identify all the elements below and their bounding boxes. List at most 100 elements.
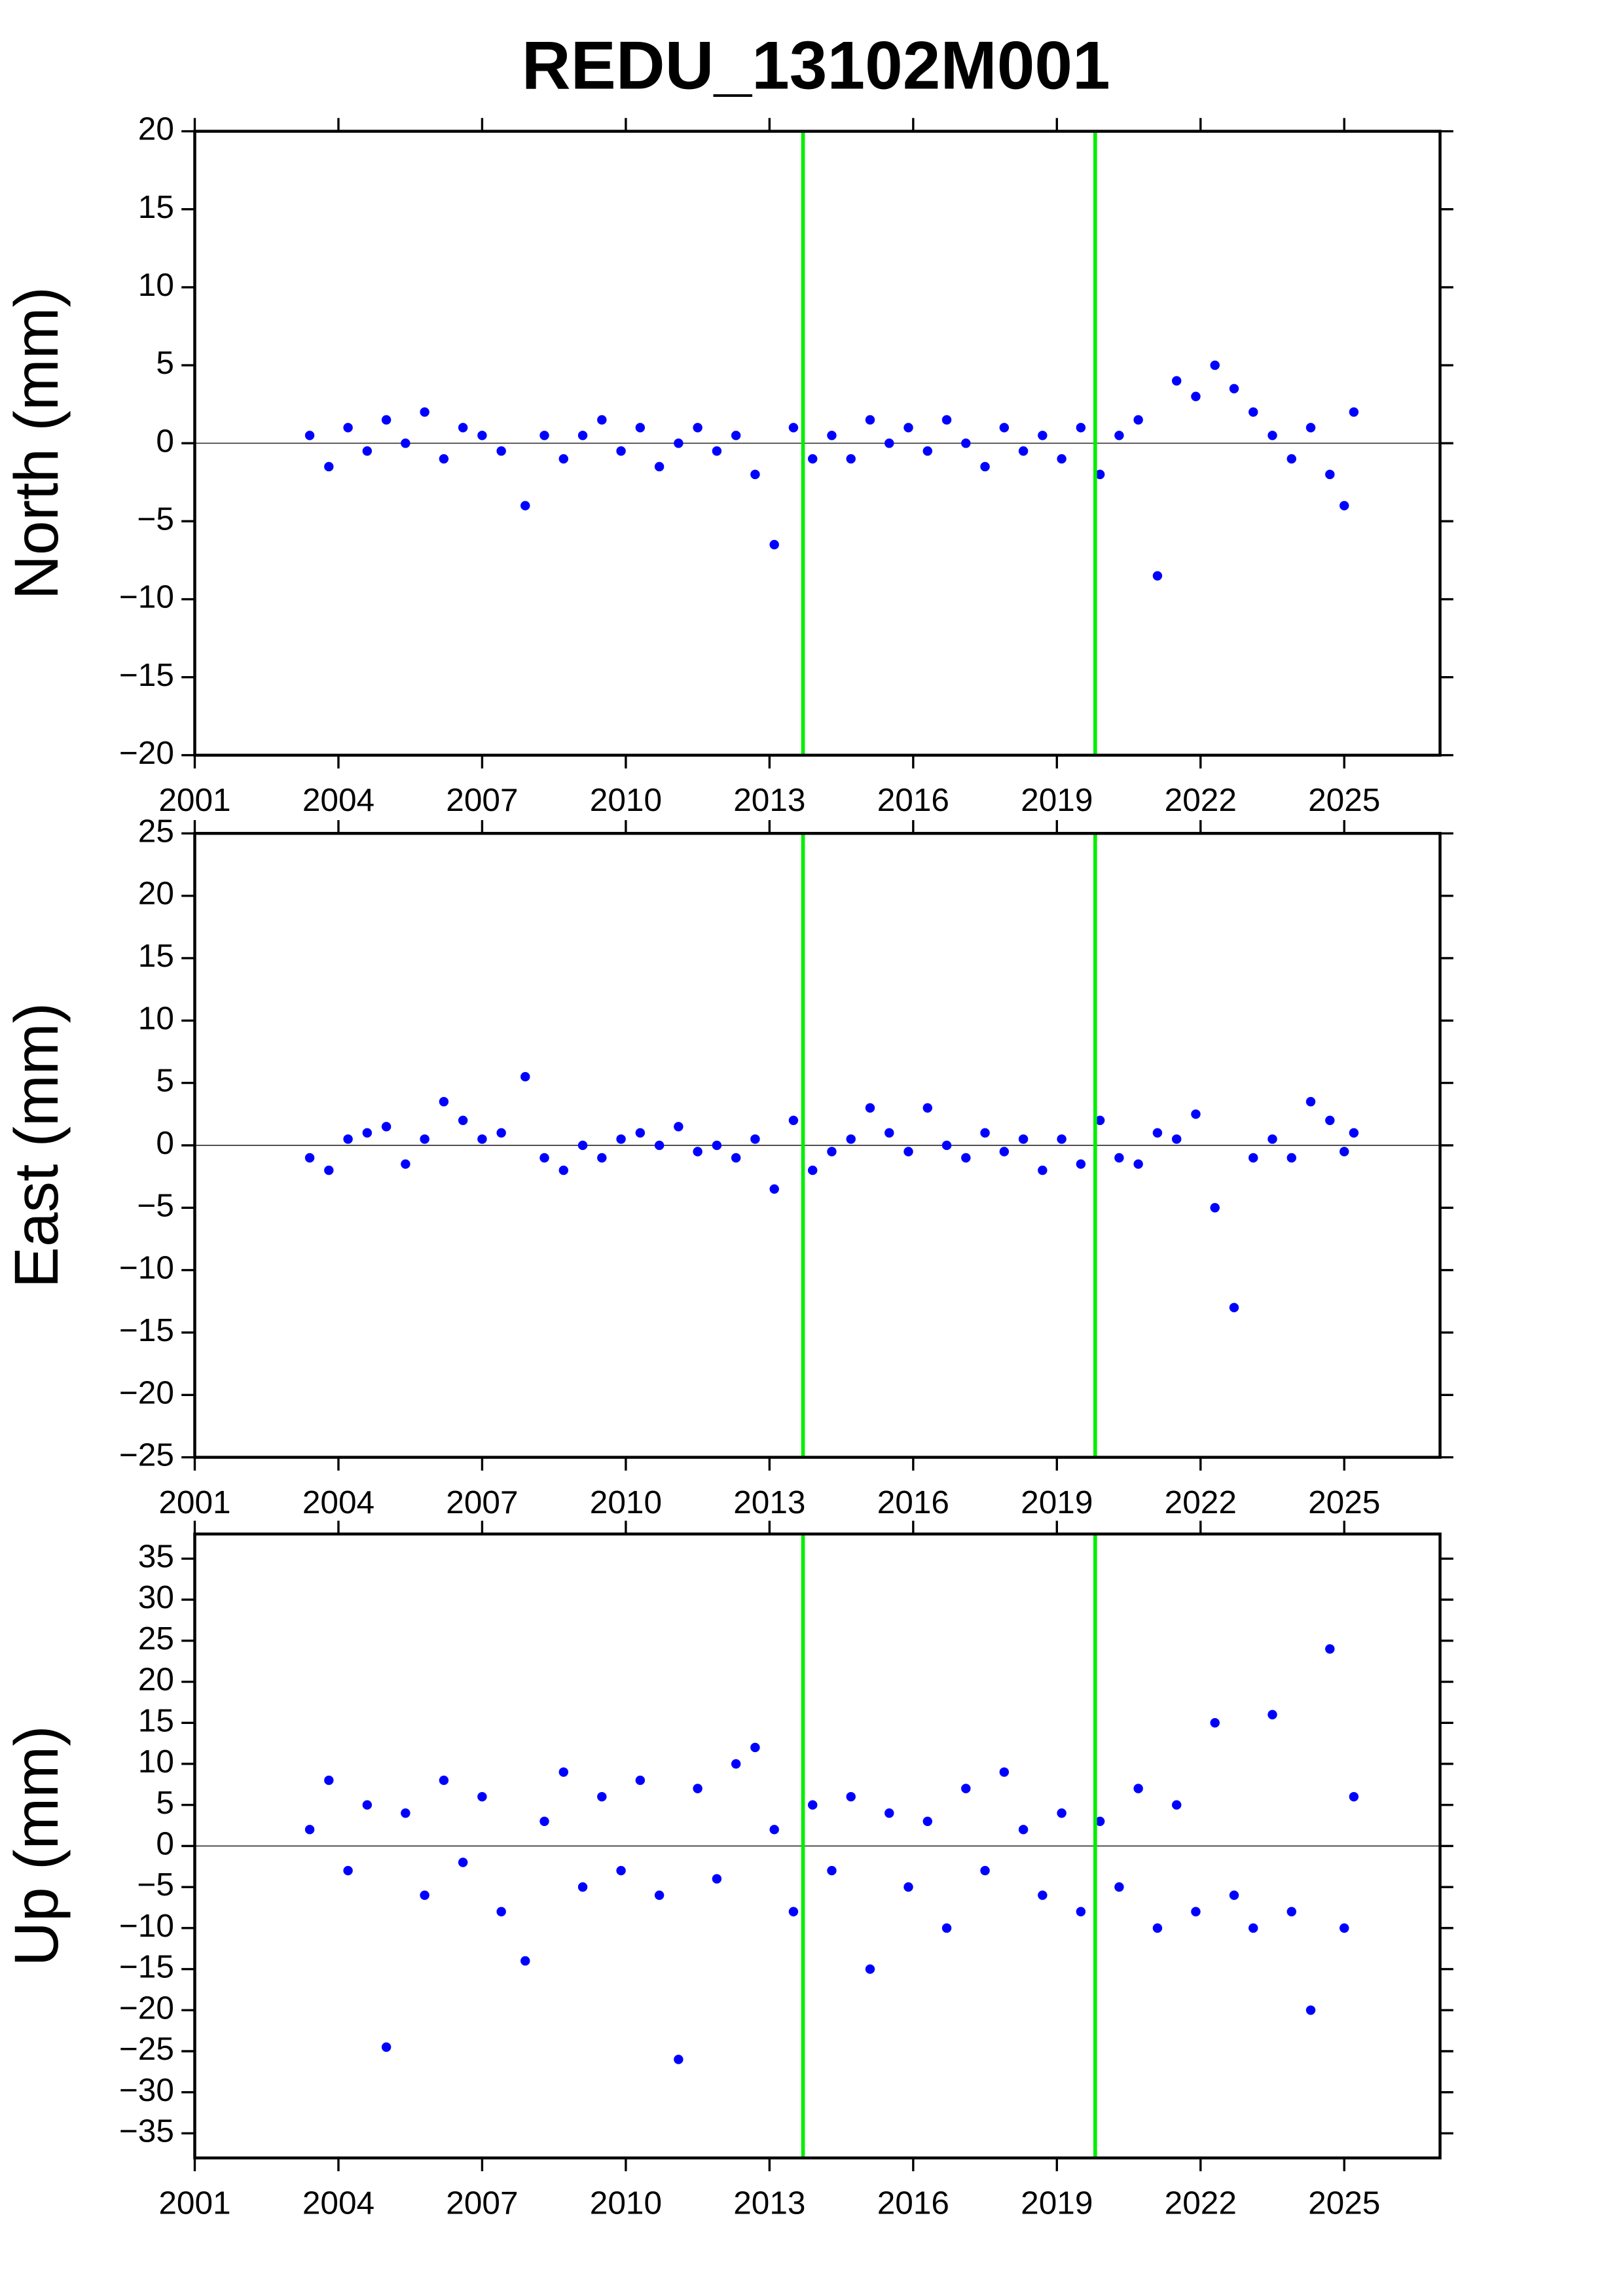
- y-tick-label: −20: [119, 1989, 174, 2026]
- data-point: [1095, 469, 1105, 480]
- data-point: [788, 423, 799, 433]
- data-point: [304, 431, 315, 440]
- data-point: [1018, 446, 1029, 456]
- x-tick-label: 2019: [1021, 1484, 1093, 1520]
- data-point: [1057, 454, 1067, 464]
- y-tick-label: 10: [138, 999, 174, 1036]
- y-tick-label: −30: [119, 2072, 174, 2108]
- data-point: [922, 446, 932, 456]
- data-point: [458, 423, 468, 433]
- data-point: [731, 1153, 741, 1163]
- data-point: [496, 1907, 506, 1916]
- data-point: [439, 1775, 449, 1785]
- data-point: [1057, 1808, 1067, 1818]
- data-point: [420, 1134, 429, 1144]
- data-point: [558, 454, 568, 464]
- data-point: [731, 1759, 741, 1769]
- data-point: [712, 1874, 722, 1884]
- data-point: [324, 1165, 334, 1175]
- data-point: [693, 1784, 702, 1793]
- data-point: [865, 415, 875, 425]
- data-point: [865, 1103, 875, 1113]
- x-tick-label: 2025: [1308, 781, 1380, 818]
- data-point: [961, 1784, 971, 1793]
- data-point: [1191, 1109, 1201, 1119]
- data-point: [1340, 501, 1349, 511]
- x-tick-label: 2010: [590, 1484, 662, 1520]
- data-point: [1229, 1302, 1239, 1313]
- data-point: [693, 423, 702, 433]
- y-tick-label: −5: [137, 1866, 174, 1903]
- data-point: [1210, 1203, 1220, 1213]
- data-point: [324, 1775, 334, 1785]
- y-tick-label: 10: [138, 266, 174, 303]
- y-tick-label: −20: [119, 734, 174, 771]
- data-point: [1286, 454, 1296, 464]
- y-tick-label: −5: [137, 1187, 174, 1223]
- data-point: [980, 1865, 990, 1876]
- data-point: [807, 1165, 818, 1175]
- data-point: [558, 1165, 568, 1175]
- data-point: [458, 1857, 468, 1867]
- data-point: [1114, 431, 1124, 440]
- data-point: [1325, 469, 1335, 480]
- data-point: [1038, 431, 1048, 440]
- y-tick-label: 15: [138, 1702, 174, 1738]
- data-point: [401, 439, 410, 448]
- data-point: [520, 1071, 530, 1082]
- y-tick-label: 0: [156, 1124, 174, 1161]
- data-point: [1038, 1890, 1048, 1900]
- data-point: [1152, 1128, 1163, 1138]
- data-point: [1249, 1153, 1258, 1163]
- data-point: [980, 461, 990, 472]
- x-tick-label: 2004: [302, 1484, 374, 1520]
- x-tick-label: 2019: [1021, 2184, 1093, 2221]
- data-point: [343, 1865, 353, 1876]
- y-tick-label: 25: [138, 812, 174, 849]
- data-point: [381, 415, 392, 425]
- y-tick-label: 20: [138, 875, 174, 912]
- data-point: [597, 1153, 607, 1163]
- data-point: [420, 1890, 429, 1900]
- data-point: [827, 431, 837, 440]
- y-tick-label: 25: [138, 1620, 174, 1657]
- y-tick-label: −10: [119, 579, 174, 615]
- data-point: [1018, 1825, 1029, 1835]
- data-point: [922, 1103, 932, 1113]
- x-tick-label: 2013: [733, 2184, 805, 2221]
- chart-title: REDU_13102M001: [522, 27, 1110, 103]
- data-point: [477, 1791, 487, 1802]
- data-point: [1249, 1923, 1258, 1933]
- data-point: [1095, 1115, 1105, 1126]
- data-point: [1152, 571, 1163, 581]
- data-point: [1229, 1890, 1239, 1900]
- data-point: [1133, 1159, 1143, 1169]
- x-tick-label: 2004: [302, 2184, 374, 2221]
- data-point: [401, 1808, 410, 1818]
- data-point: [922, 1816, 932, 1826]
- y-tick-label: −25: [119, 2030, 174, 2067]
- y-axis-label: North (mm): [2, 287, 71, 600]
- data-point: [1133, 1784, 1143, 1793]
- x-tick-label: 2001: [158, 2184, 230, 2221]
- data-point: [1076, 1907, 1086, 1916]
- data-point: [750, 1134, 760, 1144]
- y-tick-label: 5: [156, 1062, 174, 1099]
- x-tick-label: 2013: [733, 781, 805, 818]
- x-tick-label: 2016: [877, 1484, 949, 1520]
- data-point: [1076, 1159, 1086, 1169]
- data-point: [1349, 407, 1359, 417]
- y-tick-label: 10: [138, 1743, 174, 1780]
- x-tick-label: 2022: [1165, 1484, 1237, 1520]
- data-point: [903, 1882, 913, 1892]
- data-point: [750, 1742, 760, 1753]
- data-point: [1267, 1134, 1277, 1144]
- y-axis-label: East (mm): [2, 1003, 71, 1288]
- x-tick-label: 2022: [1165, 2184, 1237, 2221]
- x-tick-label: 2007: [446, 781, 518, 818]
- data-point: [693, 1147, 702, 1157]
- data-point: [884, 1128, 894, 1138]
- data-point: [539, 1816, 549, 1826]
